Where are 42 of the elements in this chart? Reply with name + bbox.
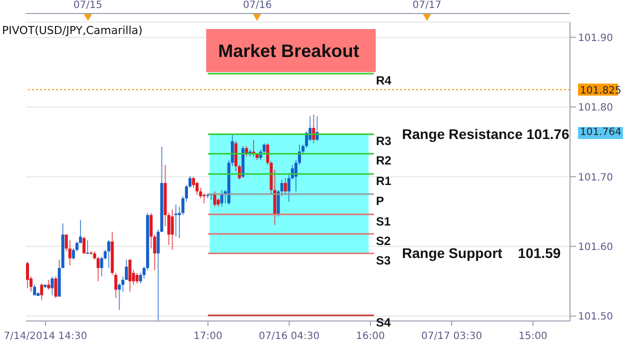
x-tick-label: 7/14/2014 14:30 — [4, 331, 88, 342]
y-tick-label: 101.50 — [578, 312, 613, 323]
ref-line-label: R2 — [376, 154, 392, 168]
candlestick — [136, 272, 139, 284]
text: 07/16 — [242, 0, 273, 12]
annotation: Range Support 101.59 — [402, 245, 561, 261]
candlestick — [86, 240, 90, 255]
candlestick — [220, 189, 224, 208]
candlestick — [50, 276, 54, 296]
candlestick — [128, 259, 132, 292]
x-tick-label: 17:00 — [194, 331, 222, 342]
candlestick — [26, 261, 29, 289]
candlestick — [82, 236, 86, 254]
ref-line-label: S4 — [376, 315, 391, 330]
x-tick-label: 16:00 — [356, 331, 385, 342]
y-tick-label: 101.60 — [578, 242, 613, 253]
ref-line-label: R4 — [376, 74, 392, 88]
ref-line-label: S2 — [376, 234, 391, 248]
ref-line-label: R1 — [376, 174, 392, 188]
text: 07/17 — [412, 0, 442, 12]
candlestick — [284, 178, 287, 196]
ref-line-label: S1 — [376, 214, 391, 228]
candlestick — [114, 272, 118, 298]
x-tick-label: 07/17 03:30 — [421, 331, 482, 342]
candlestick — [54, 276, 58, 298]
candlestick — [40, 282, 44, 301]
candlestick — [174, 204, 178, 238]
ref-line-label: R3 — [376, 134, 392, 148]
text: 101.764 — [578, 127, 624, 139]
candlestick — [107, 240, 110, 269]
y-tick-label: 101.90 — [578, 32, 613, 44]
text: 07/15 — [72, 0, 104, 12]
annotation: PIVOT(USD/JPY,Camarilla) — [2, 24, 143, 37]
band-label: Market Breakout — [218, 40, 360, 61]
ref-line-label: S3 — [376, 253, 391, 268]
x-tick-label: 15:00 — [518, 331, 548, 342]
annotation: Range Resistance 101.76 — [402, 126, 570, 142]
y-tick-label: 101.80 — [578, 102, 613, 114]
y-tick-label: 101.70 — [578, 172, 613, 184]
x-tick-label: 07/16 04:30 — [258, 331, 320, 342]
candlestick — [170, 208, 174, 250]
ref-line-label: P — [376, 194, 384, 208]
